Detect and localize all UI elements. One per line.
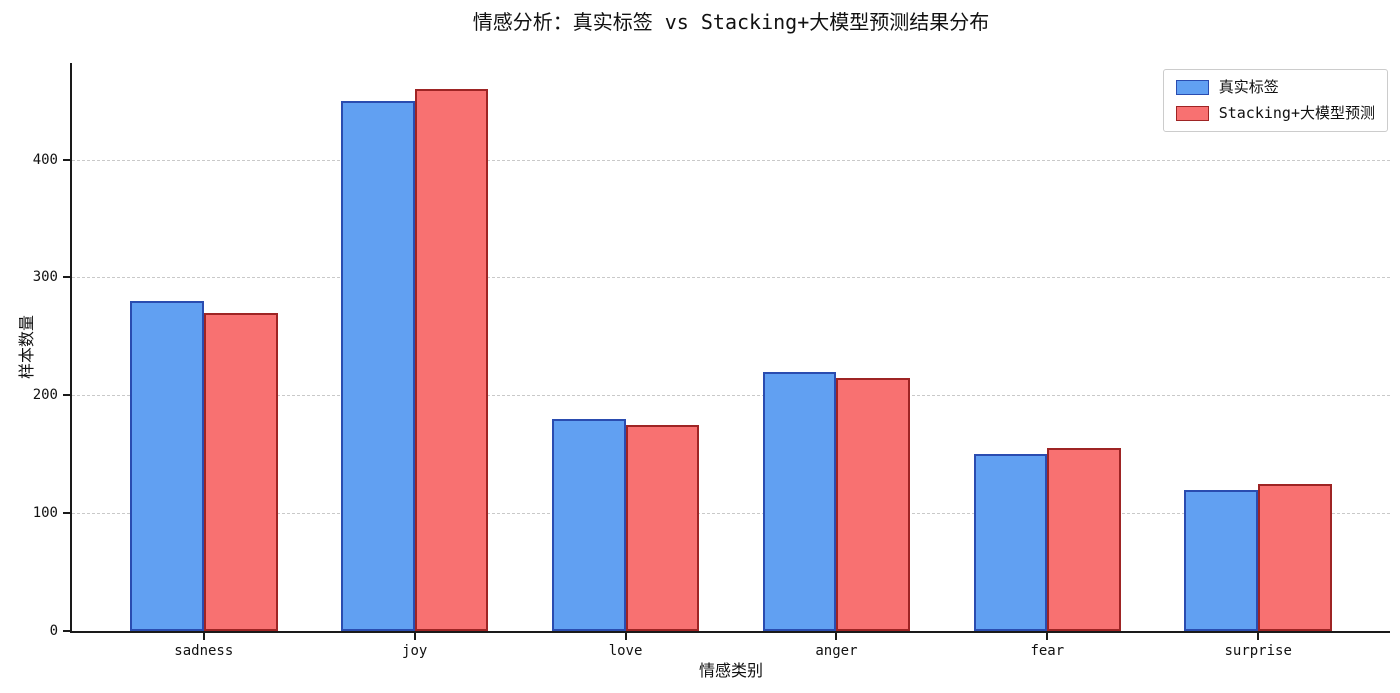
legend-label-predicted: Stacking+大模型预测 <box>1218 104 1375 122</box>
bar-actual-anger <box>762 371 837 631</box>
x-axis-label: 情感类别 <box>698 661 763 680</box>
x-tick-mark-surprise <box>1257 633 1260 640</box>
y-tick-mark-200 <box>63 394 70 397</box>
legend: 真实标签 Stacking+大模型预测 <box>1162 69 1388 132</box>
x-tick-label-anger: anger <box>815 643 858 659</box>
bar-actual-joy <box>340 100 415 631</box>
plot-area: 0 100 200 300 400 sadness joy love anger fear surp… <box>33 63 1390 659</box>
y-tick-label-200: 200 <box>32 387 58 404</box>
y-axis-spine <box>70 63 72 633</box>
x-tick-label-sadness: sadness <box>174 643 234 659</box>
x-tick-label-fear: fear <box>1030 643 1065 659</box>
y-tick-label-100: 100 <box>32 505 58 522</box>
y-tick-label-0: 0 <box>49 623 58 639</box>
y-tick-mark-400 <box>63 158 70 161</box>
bar-predicted-surprise <box>1258 483 1332 631</box>
x-tick-mark-love <box>624 633 627 640</box>
y-tick-label-300: 300 <box>32 269 58 286</box>
chart-title: 情感分析：真实标签 vs Stacking+大模型预测结果分布 <box>472 10 990 34</box>
bar-actual-fear <box>973 454 1048 631</box>
y-tick-mark-100 <box>63 512 70 515</box>
bar-actual-sadness <box>129 301 204 631</box>
legend-label-actual: 真实标签 <box>1218 78 1279 96</box>
x-tick-label-surprise: surprise <box>1224 643 1292 659</box>
bar-predicted-fear <box>1047 448 1122 631</box>
y-tick-mark-300 <box>63 276 70 279</box>
bar-predicted-love <box>625 424 700 631</box>
x-tick-mark-anger <box>835 633 838 640</box>
x-tick-label-joy: joy <box>402 643 428 659</box>
bar-actual-surprise <box>1184 489 1259 631</box>
bar-actual-love <box>551 418 626 631</box>
x-tick-label-love: love <box>608 643 643 659</box>
gridline-y-300 <box>72 277 1390 279</box>
x-tick-mark-joy <box>413 633 416 640</box>
gridline-y-100 <box>72 513 1390 515</box>
bar-predicted-anger <box>836 377 911 631</box>
gridline-y-400 <box>72 159 1390 161</box>
legend-swatch-predicted <box>1175 106 1209 121</box>
legend-entry-actual: 真实标签 <box>1175 78 1375 97</box>
x-axis-spine <box>70 631 1390 633</box>
x-tick-mark-sadness <box>202 633 205 640</box>
bar-predicted-joy <box>414 88 489 631</box>
legend-entry-predicted: Stacking+大模型预测 <box>1175 104 1375 123</box>
y-tick-mark-0 <box>63 630 70 632</box>
bar-predicted-sadness <box>203 312 278 631</box>
gridline-y-200 <box>72 395 1390 397</box>
legend-swatch-actual <box>1175 80 1209 95</box>
y-tick-label-400: 400 <box>32 151 58 168</box>
x-tick-mark-fear <box>1046 633 1049 640</box>
y-axis-label: 样本数量 <box>17 314 36 380</box>
